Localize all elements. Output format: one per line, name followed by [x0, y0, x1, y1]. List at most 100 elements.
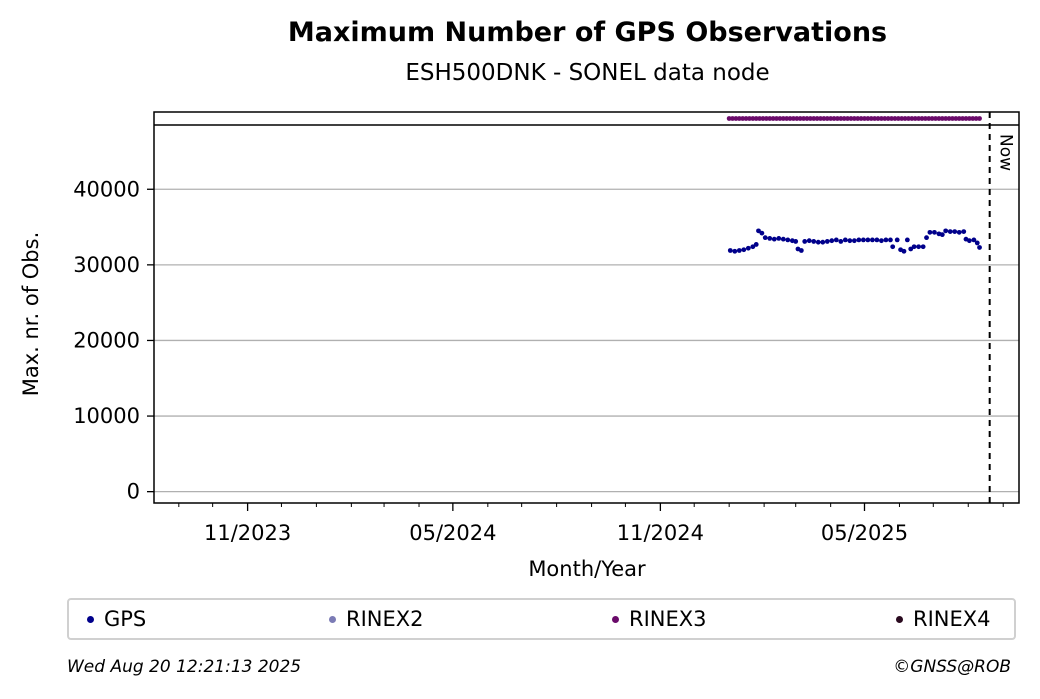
footer-credit: ©GNSS@ROB [893, 657, 1011, 677]
legend-marker-gps [87, 615, 94, 623]
availability-point [882, 116, 888, 121]
availability-point [750, 116, 756, 121]
availability-point [794, 116, 800, 121]
plot-frame [153, 111, 1020, 504]
availability-point [807, 116, 813, 121]
data-point [890, 244, 896, 250]
legend-item-rinex2: RINEX2 [329, 607, 424, 631]
data-point [927, 229, 933, 235]
legend: GPS RINEX2 RINEX3 RINEX4 [67, 598, 1016, 640]
data-point [865, 237, 871, 243]
data-point [753, 242, 759, 247]
availability-point [946, 116, 952, 121]
availability-point [899, 116, 905, 121]
availability-point [858, 116, 864, 121]
data-point [860, 237, 866, 243]
data-point [824, 239, 830, 244]
data-point [971, 237, 977, 243]
data-point [842, 237, 848, 243]
availability-point [875, 116, 881, 121]
availability-point [770, 116, 776, 121]
availability-point [889, 116, 894, 121]
legend-marker-rinex4 [896, 615, 903, 623]
legend-label-gps: GPS [104, 607, 147, 631]
x-axis-ticks: 11/2023 05/2024 11/2024 05/2025 [178, 503, 1004, 545]
data-point [894, 237, 900, 243]
data-point [911, 244, 917, 250]
legend-item-rinex3: RINEX3 [612, 607, 707, 631]
availability-point [726, 116, 732, 121]
y-tick-label: 30000 [73, 253, 140, 277]
availability-point [902, 116, 908, 121]
availability-point [855, 116, 861, 121]
availability-point [845, 116, 850, 121]
availability-point [885, 116, 891, 121]
data-point [879, 238, 884, 244]
data-point [806, 238, 812, 244]
chart-title: Maximum Number of GPS Observations [287, 17, 888, 48]
availability-point [780, 116, 786, 121]
data-point [741, 247, 747, 253]
availability-point [865, 116, 871, 121]
data-point [904, 237, 910, 243]
chart-subtitle: ESH500DNK - SONEL data node [405, 60, 770, 86]
data-point [736, 248, 742, 253]
availability-point [767, 116, 773, 121]
data-points [727, 228, 982, 254]
data-point [732, 248, 738, 254]
data-point [883, 237, 889, 243]
availability-point [977, 116, 982, 121]
availability-point [828, 116, 834, 121]
data-point [952, 229, 958, 234]
data-point [908, 246, 914, 252]
data-point [811, 239, 817, 244]
availability-point [922, 116, 928, 121]
availability-point [811, 116, 817, 121]
data-point [727, 248, 733, 253]
availability-point [970, 116, 976, 121]
availability-point [753, 116, 759, 121]
availability-point [733, 116, 739, 121]
y-tick-label: 40000 [73, 177, 140, 201]
data-point [932, 229, 937, 235]
data-point [916, 244, 922, 250]
availability-point [797, 116, 803, 121]
availability-point [963, 116, 969, 121]
data-point [977, 245, 982, 250]
availability-point [895, 116, 901, 121]
x-tick-label: 05/2025 [821, 521, 908, 545]
x-tick-label: 11/2023 [204, 521, 291, 545]
data-point [829, 238, 835, 244]
data-point [856, 237, 862, 243]
availability-point [936, 116, 942, 121]
availability-point [892, 116, 898, 121]
availability-point [966, 116, 972, 121]
availability-point [730, 116, 735, 121]
availability-point [950, 116, 955, 121]
availability-point [784, 116, 790, 121]
availability-point [943, 116, 949, 121]
grid-lines [154, 188, 1019, 493]
availability-point [953, 116, 959, 121]
data-point [939, 232, 945, 238]
availability-point [777, 116, 783, 121]
data-point [750, 244, 756, 250]
availability-point [760, 116, 766, 121]
availability-point [848, 116, 854, 121]
availability-point [787, 116, 793, 121]
y-tick-label: 0 [127, 480, 140, 504]
data-point [771, 236, 777, 242]
y-axis-ticks: 0 10000 20000 30000 40000 [73, 177, 154, 504]
data-point [798, 248, 804, 253]
data-point [802, 239, 808, 244]
y-tick-label: 10000 [73, 404, 140, 428]
availability-point [804, 116, 810, 121]
data-point [974, 240, 980, 246]
availability-point [824, 116, 830, 121]
availability-point [791, 116, 796, 121]
data-point [888, 237, 893, 243]
footer-timestamp: Wed Aug 20 12:21:13 2025 [67, 657, 302, 677]
legend-marker-rinex3 [612, 615, 619, 623]
availability-point [916, 116, 922, 121]
